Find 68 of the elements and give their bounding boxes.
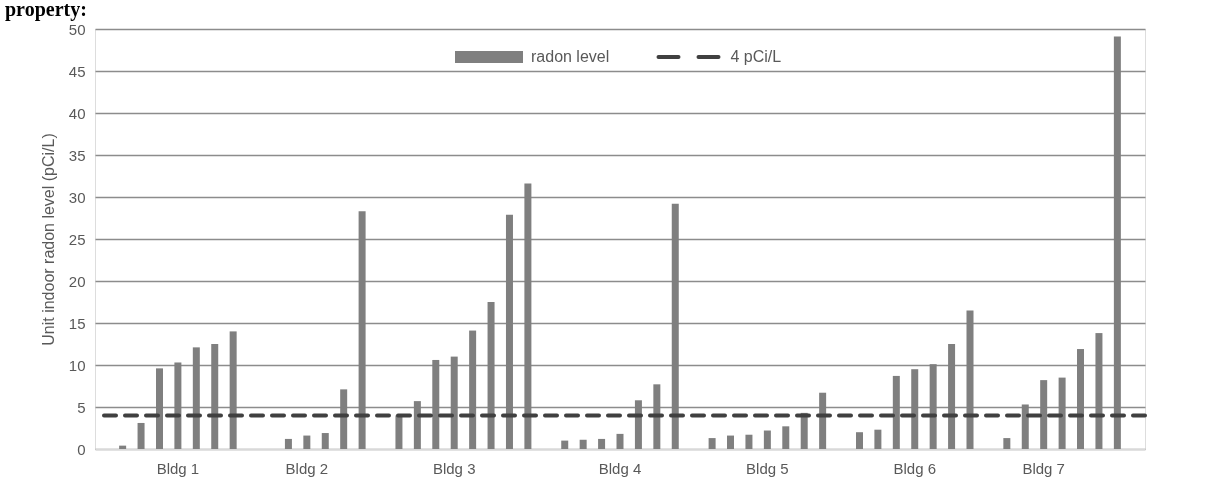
bar — [155, 368, 163, 449]
y-tick-label: 20 — [68, 272, 86, 290]
bar — [1058, 377, 1066, 449]
chart-title: property: — [5, 0, 87, 21]
x-tick-label: Bldg 5 — [746, 459, 789, 477]
bar — [782, 426, 790, 449]
bar — [413, 401, 421, 449]
legend-label: 4 pCi/L — [730, 48, 782, 65]
bar — [211, 344, 219, 449]
bar — [745, 434, 753, 449]
bar — [579, 439, 587, 449]
bar — [1113, 36, 1121, 449]
bar — [469, 330, 477, 449]
bar — [450, 356, 458, 449]
bar — [819, 392, 827, 449]
bar — [505, 214, 513, 449]
bar — [487, 302, 495, 449]
bar — [634, 400, 642, 449]
bar — [561, 440, 569, 449]
bar — [598, 438, 606, 449]
bar — [229, 331, 237, 449]
y-tick-label: 5 — [77, 398, 86, 416]
x-tick-label: Bldg 4 — [598, 459, 642, 477]
bar — [892, 375, 900, 449]
y-axis-title: Unit indoor radon level (pCi/L) — [39, 133, 57, 346]
bar — [1095, 333, 1103, 449]
bar — [929, 364, 937, 449]
bar — [855, 432, 863, 449]
y-tick-label: 50 — [68, 20, 86, 38]
bar — [1021, 404, 1029, 449]
bar — [192, 347, 200, 449]
x-tick-label: Bldg 3 — [432, 459, 476, 477]
x-tick-label: Bldg 1 — [156, 459, 200, 477]
bar — [1040, 380, 1048, 449]
bar — [966, 310, 974, 449]
bar — [1003, 438, 1011, 449]
bar — [708, 438, 716, 449]
bar — [137, 422, 145, 449]
bar — [671, 203, 679, 449]
bar — [948, 344, 956, 449]
bar — [524, 183, 532, 449]
bar — [1077, 349, 1085, 449]
bar — [616, 433, 624, 449]
bar — [763, 430, 771, 449]
x-tick-label: Bldg 2 — [285, 459, 329, 477]
y-tick-label: 40 — [68, 104, 86, 122]
y-tick-label: 35 — [68, 146, 86, 164]
bar — [874, 429, 882, 449]
bar — [911, 369, 919, 449]
bar — [358, 211, 366, 449]
bar — [174, 362, 182, 449]
y-tick-label: 0 — [77, 440, 86, 458]
y-tick-label: 45 — [68, 62, 86, 80]
y-tick-label: 25 — [68, 230, 86, 248]
bar — [321, 433, 329, 449]
x-tick-label: Bldg 7 — [1022, 459, 1065, 477]
bar — [653, 384, 661, 449]
y-tick-label: 10 — [68, 356, 86, 374]
x-tick-label: Bldg 6 — [893, 459, 937, 477]
y-tick-label: 15 — [68, 314, 86, 332]
y-tick-label: 30 — [68, 188, 86, 206]
bar — [727, 435, 735, 449]
bar — [340, 389, 348, 449]
bar — [395, 415, 403, 449]
bar — [284, 438, 292, 449]
bar — [432, 359, 440, 449]
bar — [303, 435, 311, 449]
legend-label: radon level — [531, 48, 610, 65]
